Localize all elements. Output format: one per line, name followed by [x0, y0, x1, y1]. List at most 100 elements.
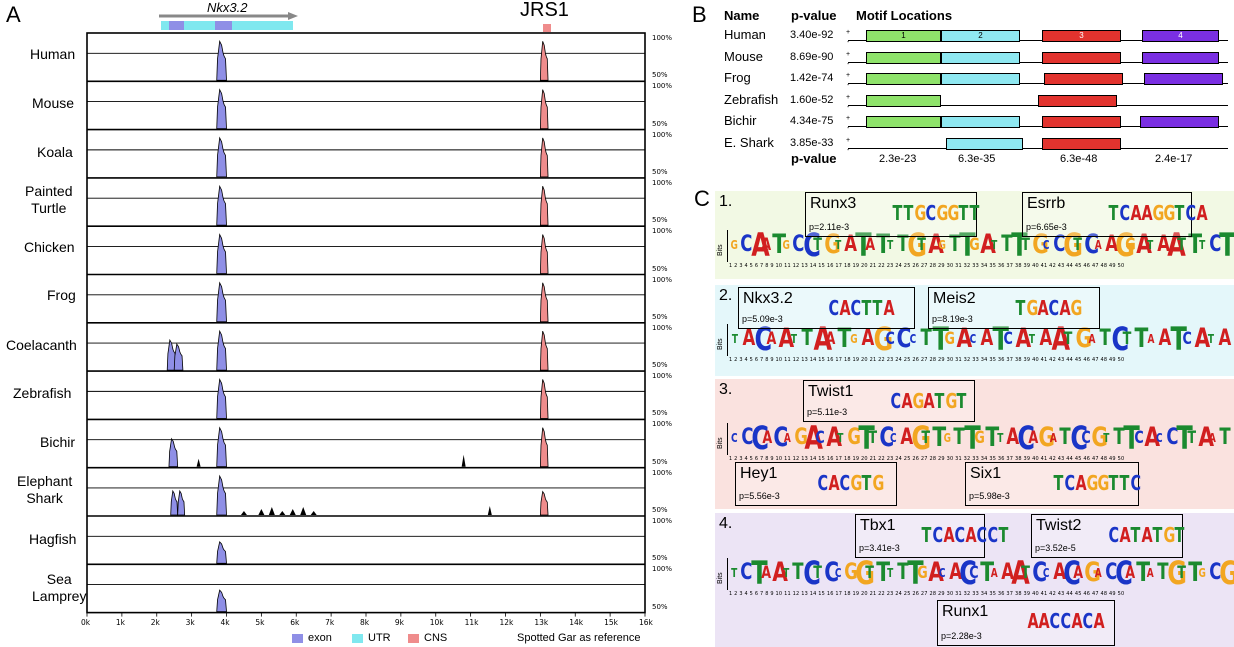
logo-letter: A	[1144, 422, 1161, 453]
logo-letter: T	[835, 238, 842, 252]
logo-letter: C	[1017, 419, 1035, 457]
strand-marks: -	[847, 103, 850, 111]
col-name-header: Name	[724, 8, 760, 23]
logo-letter: G	[872, 471, 885, 495]
axis-tick-label: 4k	[220, 617, 230, 627]
species-label: Zebrafish	[13, 385, 72, 401]
motif-row-line	[848, 83, 1228, 84]
logo-letter: T	[1188, 557, 1202, 588]
species-label: Frog	[47, 287, 76, 303]
logo-letter: T	[861, 296, 871, 320]
tf-pvalue: p=6.65e-3	[1026, 222, 1067, 232]
motif-row-pvalue: 8.69e-90	[790, 50, 834, 63]
logo-letter: C	[1185, 201, 1197, 225]
exon-peak	[216, 39, 227, 81]
logo-letter: C	[1208, 232, 1222, 257]
motif-box-3	[1038, 94, 1117, 107]
logo-letter: G	[844, 560, 859, 585]
logo-letter: C	[1032, 557, 1047, 588]
legend-cns-label: CNS	[424, 632, 448, 644]
logo-letter: C	[890, 431, 897, 445]
tf-match-box: Hey1 p=5.56e-3 CACGTG	[735, 462, 897, 506]
motif-box-1	[866, 51, 941, 64]
bits-axis-label: Bits	[717, 244, 724, 256]
noise-spike	[300, 507, 307, 515]
logo-letter: A	[771, 557, 788, 588]
logo-letter: T	[948, 232, 961, 257]
logo-letter: C	[751, 419, 770, 457]
pct-50-label: 50%	[652, 457, 668, 466]
logo-letter: T	[872, 296, 882, 320]
logo-letter: T	[991, 238, 998, 252]
logo-letter: A	[839, 296, 851, 320]
strand-marks: -	[847, 146, 850, 154]
logo-letter: T	[1136, 557, 1150, 588]
logo-letter: G	[945, 389, 958, 413]
cns-peak	[539, 282, 549, 323]
logo-letter: G	[850, 471, 863, 495]
logo-letter: C	[815, 428, 825, 448]
logo-letter: A	[761, 563, 772, 583]
pct-100-label: 100%	[652, 565, 673, 574]
logo-letter: A	[1011, 554, 1030, 592]
logo-letter: A	[980, 229, 996, 260]
species-label: Hagfish	[29, 531, 77, 547]
tf-name: Tbx1	[860, 517, 896, 534]
pct-50-label: 50%	[652, 409, 668, 418]
logo-letter: A	[923, 389, 935, 413]
logo-axis	[727, 558, 728, 590]
tf-name: Six1	[970, 465, 1002, 482]
logo-letter: T	[1122, 329, 1132, 349]
logo-letter: T	[892, 201, 903, 225]
noise-spike	[289, 509, 296, 515]
tf-pvalue: p=5.11e-3	[807, 407, 848, 417]
logo-letter: A	[1141, 201, 1153, 225]
logo-letter: G	[974, 428, 986, 448]
logo-letter: A	[825, 422, 842, 453]
motif-box-2	[941, 73, 1020, 85]
logo-letter: T	[731, 566, 738, 580]
exon-peak	[177, 489, 186, 516]
motif-block: 1. Bits G CAATG CCTGT ATATT TGTAG TTGAT TTTGC CGT…	[715, 191, 1234, 279]
logo-letter: A	[1039, 326, 1053, 351]
logo-letter: G	[1038, 422, 1056, 453]
logo-position-axis: 1 2 3 4 5 6 7 8 9 10 11 12 13 14 15 16 1…	[729, 263, 1125, 269]
logo-letter: T	[813, 563, 823, 583]
logo-letter: C	[740, 560, 753, 585]
noise-spike	[279, 511, 286, 515]
motif-box-2	[941, 51, 1020, 64]
gene-arrow	[159, 12, 298, 30]
logo-letter: G	[1152, 201, 1165, 225]
logo-letter: C	[1052, 232, 1066, 257]
logo-letter: T	[980, 557, 994, 588]
logo-letter: T	[837, 323, 852, 354]
motif-row-name: Bichir	[724, 113, 757, 128]
motif-box-2	[946, 137, 1023, 150]
logo-position-axis: 1 2 3 4 5 6 7 8 9 10 11 12 13 14 15 16 1…	[729, 591, 1125, 597]
motif-box-1	[866, 73, 941, 85]
logo-letter: T	[1134, 323, 1149, 354]
panel-b-letter: B	[692, 2, 707, 27]
logo-letter: T	[1177, 563, 1187, 583]
logo-letter: T	[1152, 523, 1163, 547]
motif-row-name: Frog	[724, 70, 751, 85]
logo-letter: A	[865, 235, 876, 255]
logo-letter: G	[910, 419, 931, 457]
logo-letter: C	[1060, 609, 1072, 633]
strand-marks: +	[846, 50, 851, 58]
logo-letter: A	[1094, 238, 1102, 252]
tf-match-box: Tbx1 p=3.41e-3 TCACACCT	[855, 514, 1008, 558]
motif-row-line	[848, 126, 1228, 127]
logo-letter: T	[996, 431, 1004, 445]
logo-letter: G	[944, 329, 955, 349]
logo-letter: G	[938, 238, 947, 252]
logo-letter: T	[1170, 320, 1187, 358]
logo-letter: C	[834, 566, 842, 580]
jrs-marker	[543, 24, 551, 32]
logo-letter: A	[1197, 422, 1214, 453]
logo-letter: T	[956, 389, 967, 413]
motif-row-pvalue: 3.40e-92	[790, 29, 834, 41]
logo-letter: A	[1059, 296, 1071, 320]
logo-letter: G	[1086, 471, 1099, 495]
logo-letter: A	[980, 326, 993, 351]
